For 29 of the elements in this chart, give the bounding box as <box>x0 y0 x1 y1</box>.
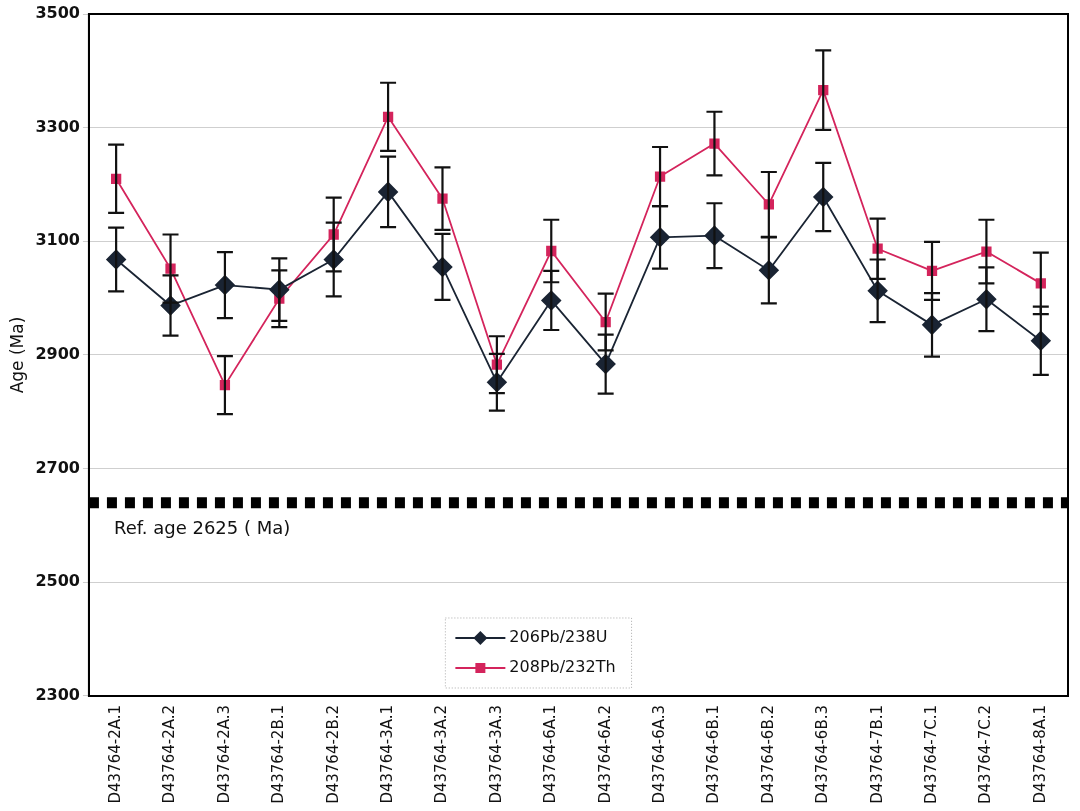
x-tick-label: D43764-7C.2 <box>976 704 995 805</box>
x-tick-label: D43764-2A.1 <box>106 704 125 804</box>
y-tick-label: 3500 <box>35 3 80 23</box>
x-tick-label: D43764-2B.1 <box>269 704 288 804</box>
x-tick-label: D43764-2A.3 <box>214 704 233 804</box>
y-tick-label: 2700 <box>35 457 80 477</box>
x-tick-label: D43764-7B.1 <box>867 704 886 804</box>
x-tick-label: D43764-6B.1 <box>704 704 723 804</box>
y-tick-label: 2500 <box>35 571 80 591</box>
x-tick-label: D43764-2A.2 <box>160 704 179 804</box>
x-tick-label: D43764-3A.2 <box>432 704 451 804</box>
y-tick-label: 2300 <box>35 685 80 705</box>
x-tick-label: D43764-6A.1 <box>541 704 560 804</box>
x-tick-label: D43764-6A.2 <box>595 704 614 804</box>
x-tick-label: D43764-7C.1 <box>921 704 940 805</box>
legend-label: 206Pb/238U <box>509 627 608 647</box>
legend-label: 208Pb/232Th <box>509 657 616 677</box>
y-axis-title: Age (Ma) <box>6 316 27 394</box>
y-tick-label: 3100 <box>35 230 80 250</box>
x-tick-label: D43764-6B.2 <box>758 704 777 804</box>
x-tick-label: D43764-8A.1 <box>1030 704 1049 804</box>
x-tick-label: D43764-2B.2 <box>323 704 342 804</box>
ref-line-label: Ref. age 2625 ( Ma) <box>113 517 291 539</box>
y-tick-label: 3300 <box>35 116 80 136</box>
x-tick-label: D43764-6B.3 <box>813 704 832 804</box>
y-tick-label: 2900 <box>35 344 80 364</box>
x-tick-label: D43764-6A.3 <box>649 704 668 804</box>
x-tick-label: D43764-3A.3 <box>486 704 505 804</box>
x-tick-label: D43764-3A.1 <box>377 704 396 804</box>
